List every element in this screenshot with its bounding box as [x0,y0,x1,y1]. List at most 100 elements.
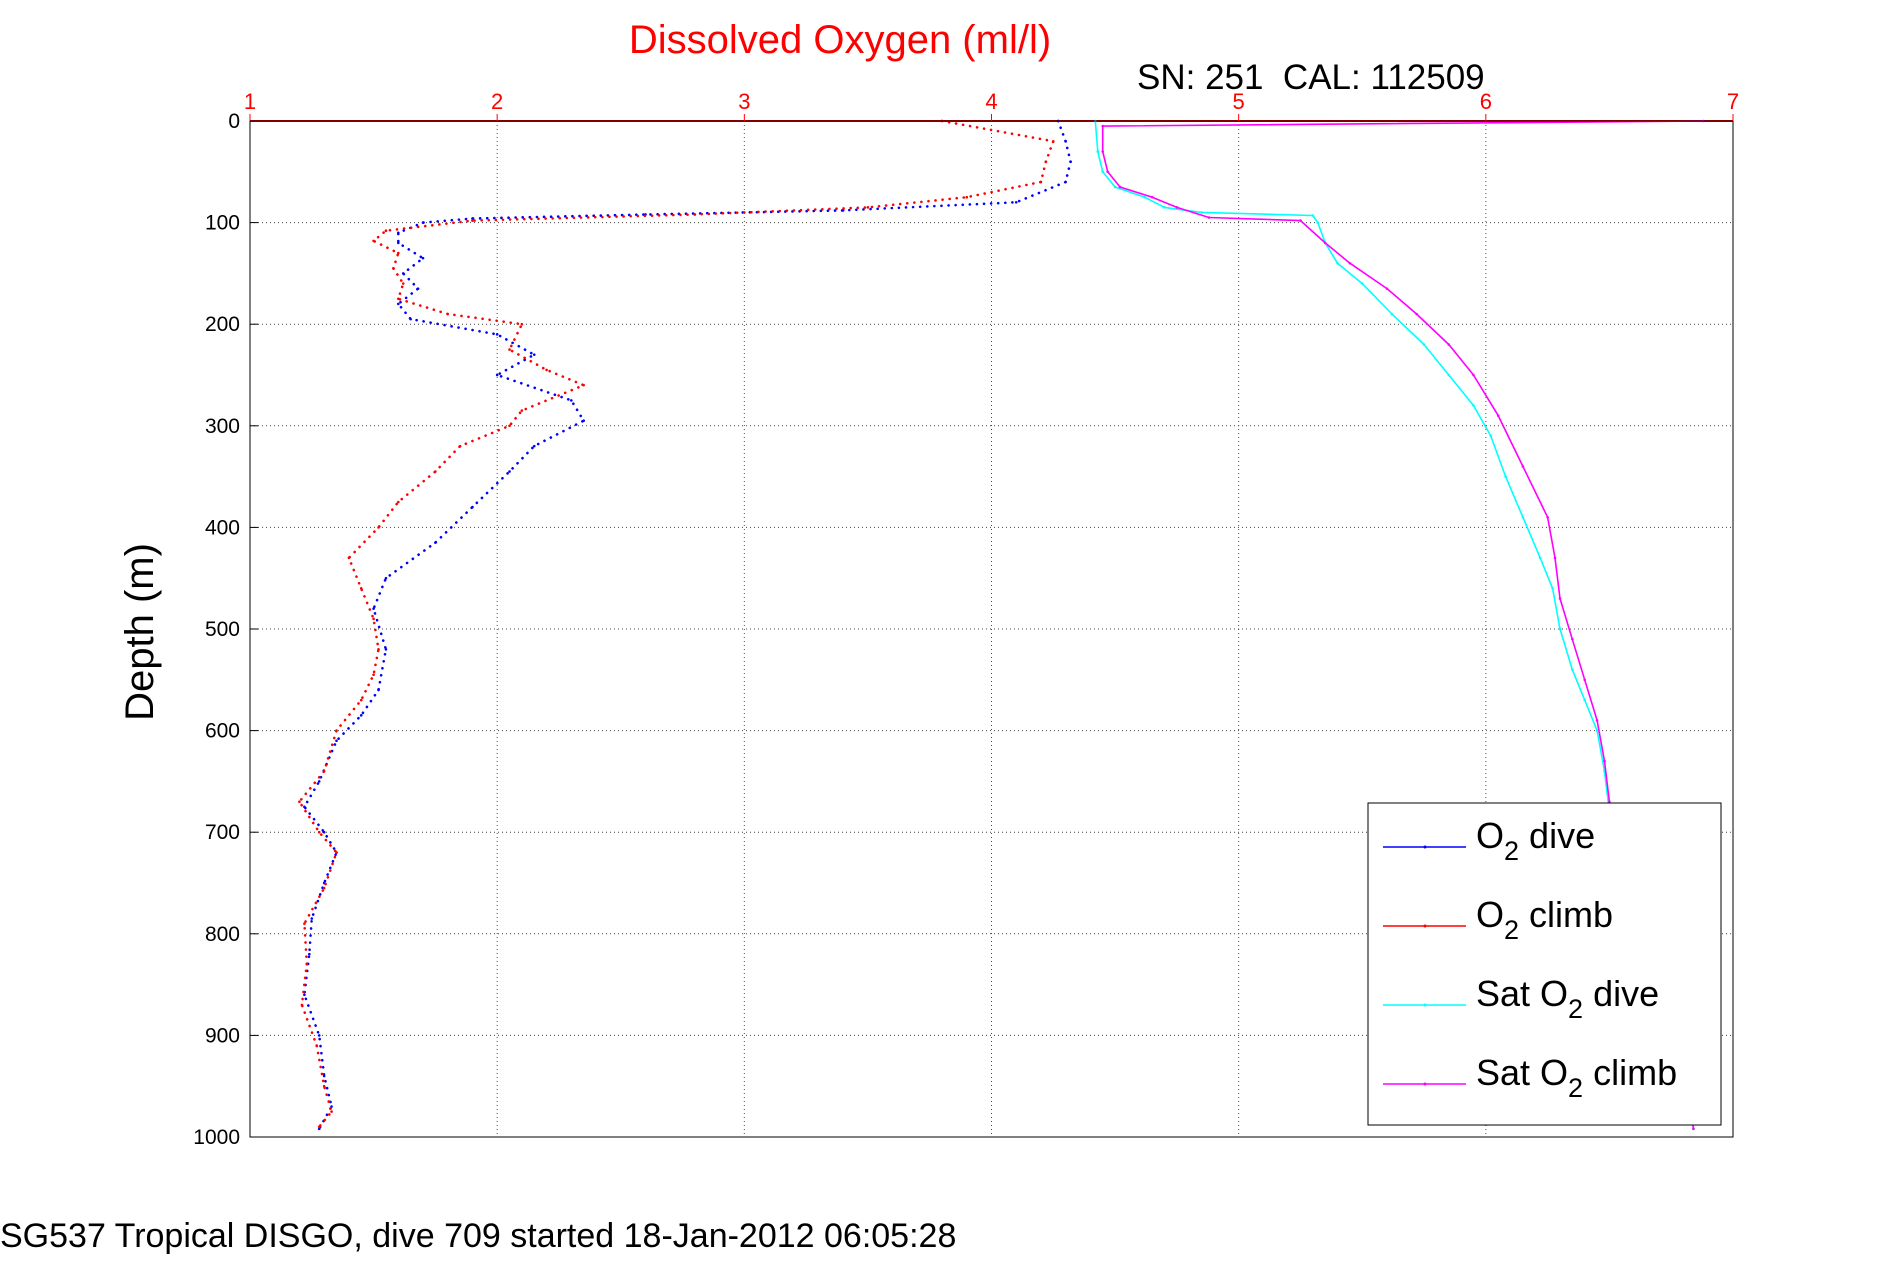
series-o2-dive-point [317,780,321,783]
series-o2-climb-point [303,922,306,925]
series-o2-dive-point [495,373,499,377]
series-o2-climb-point [1039,180,1043,184]
series-o2-dive-point [317,1034,321,1037]
series-sat-o2-climb-point [1101,124,1105,128]
series-o2-dive-point [471,505,474,509]
series-o2-dive-point [416,287,420,290]
y-axis-label: Depth (m) [118,543,162,721]
series-o2-dive-point [384,576,388,580]
series-o2-climb-point [384,229,388,233]
series-sat-o2-climb-point [1521,465,1525,468]
series-o2-climb-point [347,556,351,560]
series-o2-climb-point [372,617,375,621]
y-tick-label: 1000 [193,1126,240,1149]
series-sat-o2-dive-point [1571,668,1574,671]
series-o2-dive-point [434,541,437,544]
series-o2-dive-point [335,739,338,743]
series-o2-climb-point [372,673,375,677]
series-sat-o2-climb-point [1583,678,1586,682]
series-o2-climb-point [397,251,400,255]
series-sat-o2-dive-point [1311,214,1315,217]
series-o2-climb-point [298,800,301,804]
series-o2-climb-point [335,729,338,732]
series-o2-climb-point [401,282,405,285]
series-sat-o2-climb-point [1595,719,1599,722]
series-o2-dive-point [310,917,314,920]
series-o2-dive-point [359,714,363,717]
series-sat-o2-dive-point [1551,587,1554,590]
series-o2-climb-point [693,213,697,216]
y-tick-label: 900 [205,1024,240,1047]
series-o2-climb-point [965,195,969,199]
series-o2-climb-point [377,526,380,529]
series-sat-o2-dive-point [1200,211,1203,214]
series-o2-climb-point [471,219,474,222]
series-o2-climb-point [582,383,585,387]
series-o2-dive-point [308,952,311,956]
series-sat-o2-climb-point [1558,597,1562,600]
series-o2-climb-point [330,1110,333,1113]
x-tick-label: 5 [1233,89,1245,114]
series-o2-climb-point [315,1044,319,1047]
series-sat-o2-climb-point [1603,759,1606,763]
chart-subtitle: SN: 251 CAL: 112509 [1137,58,1485,97]
series-sat-o2-dive-point [1422,343,1426,346]
series-o2-climb-point [372,239,375,243]
x-tick-label: 7 [1727,89,1739,114]
series-sat-o2-climb-point [1553,556,1557,560]
x-tick-label: 4 [985,89,997,114]
series-o2-dive-point [397,241,400,245]
dive-info-footer: SG537 Tropical DISGO, dive 709 started 1… [0,1217,956,1255]
series-sat-o2-dive-point [1163,206,1166,209]
series-o2-dive-point [1014,200,1018,204]
series-o2-dive-point [322,830,326,834]
series-sat-o2-climb-point [1299,219,1302,222]
y-tick-label: 300 [205,415,240,438]
series-sat-o2-dive-point [1143,195,1147,199]
y-tick-label: 100 [205,212,240,235]
series-sat-o2-dive-point [1504,475,1507,478]
series-sat-o2-climb-point [1207,216,1211,219]
legend-label-sat-o2-climb: Sat O2 climb [1476,1052,1677,1103]
series-o2-climb-point [508,424,511,428]
series-o2-climb-point [520,322,524,326]
series-o2-climb-point [317,1125,321,1129]
series-sat-o2-climb-point [1348,261,1352,265]
series-o2-dive-point [397,302,400,306]
series-sat-o2-climb-point [1447,343,1451,346]
series-sat-o2-climb-point [1385,287,1389,290]
series-o2-dive-point [377,688,380,692]
series-sat-o2-climb-point [1118,185,1122,189]
x-tick-label: 2 [491,89,503,114]
series-o2-dive-point [401,272,405,275]
series-o2-climb-point [866,206,870,209]
legend-label-o2-dive: O2 dive [1476,815,1595,866]
series-o2-climb-point [520,409,524,412]
series-sat-o2-dive-point [1595,729,1599,732]
series-o2-dive-point [303,805,306,809]
series-o2-dive-point [1064,140,1067,143]
series-o2-dive-point [508,470,511,473]
series-sat-o2-dive-point [1447,373,1451,377]
series-o2-climb-point [545,368,548,372]
legend-marker-o2-climb [1423,924,1427,928]
series-o2-climb-point [1044,160,1048,163]
series-sat-o2-dive-point [1096,150,1100,153]
series-o2-dive-point [409,317,412,321]
series-o2-dive-point [570,399,573,402]
series-sat-o2-climb-point [1323,241,1327,245]
series-sat-o2-climb-point [1472,373,1475,377]
x-tick-label: 1 [244,89,256,114]
series-sat-o2-climb-point [1106,170,1109,174]
series-o2-dive-point [303,993,306,997]
x-tick-label: 6 [1480,89,1492,114]
y-tick-label: 600 [205,720,240,743]
legend-label-o2-climb: O2 climb [1476,894,1613,945]
series-sat-o2-dive-point [1538,556,1542,560]
series-sat-o2-climb-point [1415,312,1418,316]
series-o2-climb-point [317,830,321,834]
series-sat-o2-dive-point [1472,404,1475,407]
series-sat-o2-climb-point [1692,1127,1695,1131]
series-sat-o2-climb-point [1608,800,1611,804]
